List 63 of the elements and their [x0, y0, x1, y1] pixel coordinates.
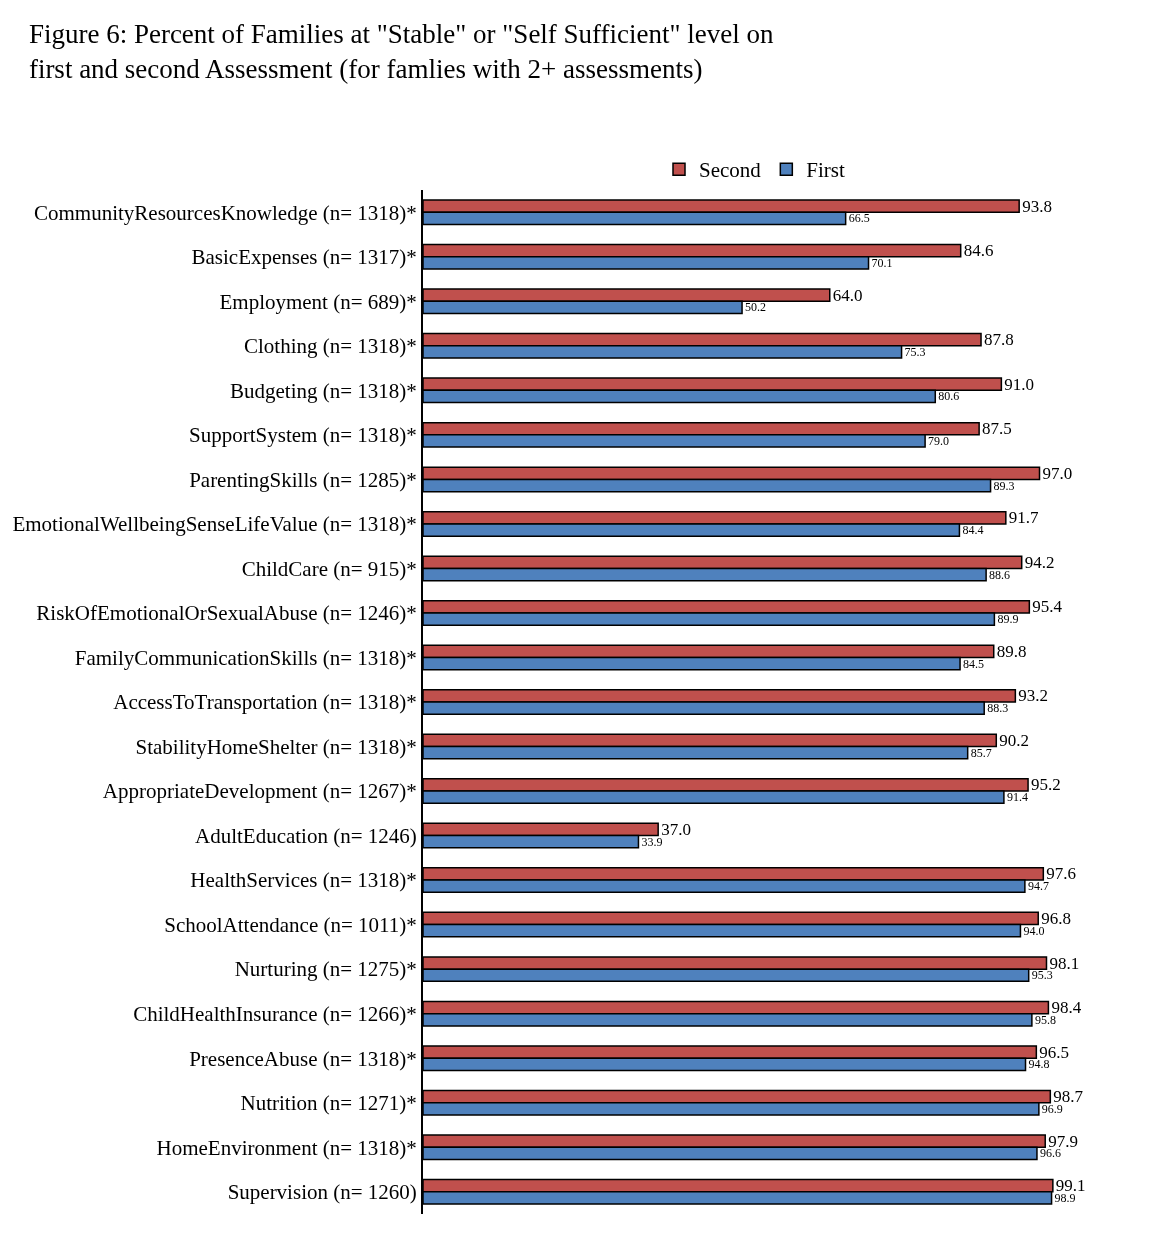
y-tick-label: Nutrition (n= 1271)*	[240, 1091, 417, 1116]
y-tick-label: FamilyCommunicationSkills (n= 1318)*	[74, 645, 417, 670]
y-tick-label: PresenceAbuse (n= 1318)*	[189, 1046, 417, 1071]
data-label: 79.0	[928, 433, 950, 448]
data-label: 33.9	[641, 834, 663, 849]
y-tick-label: BasicExpenses (n= 1317)*	[191, 245, 417, 270]
y-tick-label: CommunityResourcesKnowledge (n= 1318)*	[34, 200, 417, 225]
y-tick-label: AdultEducation (n= 1246)	[194, 823, 417, 848]
y-tick-label: AccessToTransportation (n= 1318)*	[113, 690, 417, 715]
data-label: 70.1	[871, 255, 893, 270]
data-label: 98.9	[1054, 1190, 1076, 1205]
data-label: 66.5	[848, 211, 870, 226]
y-tick-label: EmotionalWellbeingSenseLifeValue (n= 1318)*	[12, 512, 417, 537]
data-label: 89.9	[997, 612, 1019, 627]
data-label: 91.4	[1006, 790, 1028, 805]
data-label: 95.8	[1034, 1012, 1056, 1027]
y-tick-label: ChildHealthInsurance (n= 1266)*	[133, 1002, 417, 1026]
data-label: 75.3	[904, 344, 926, 359]
y-tick-label: Nurturing (n= 1275)*	[234, 957, 417, 982]
data-label: 50.2	[745, 300, 767, 315]
y-tick-label: ChildCare (n= 915)*	[241, 556, 417, 581]
data-label: 85.7	[970, 745, 992, 760]
data-label: 94.8	[1028, 1057, 1050, 1072]
legend-label: Second	[699, 158, 762, 183]
data-label: 90.2	[999, 730, 1030, 750]
data-label: 89.3	[993, 478, 1015, 493]
data-label: 93.2	[1018, 686, 1049, 706]
y-tick-label: Clothing (n= 1318)*	[243, 334, 417, 359]
data-label: 95.2	[1031, 775, 1061, 795]
y-tick-label: Supervision (n= 1260)	[227, 1180, 417, 1205]
y-tick-label: Budgeting (n= 1318)*	[229, 378, 417, 403]
data-label: 88.3	[987, 701, 1009, 716]
data-label: 95.4	[1032, 597, 1063, 617]
data-label: 84.5	[963, 656, 985, 671]
data-label: 97.0	[1042, 463, 1073, 483]
data-label: 89.8	[996, 641, 1027, 661]
data-label: 64.0	[832, 285, 863, 305]
chart-title: Figure 6: Percent of Families at "Stable" or "Self Sufficient" level on first and second Assessment (for famlies with 2+ assessments)	[28, 19, 775, 85]
y-tick-label: SchoolAttendance (n= 1011)*	[164, 912, 417, 937]
data-label: 95.3	[1031, 968, 1053, 983]
data-label: 87.8	[984, 330, 1014, 350]
legend-label: First	[806, 158, 845, 183]
data-label: 96.6	[1039, 1146, 1061, 1161]
data-label: 91.0	[1004, 374, 1035, 394]
y-tick-label: ParentingSkills (n= 1285)*	[189, 467, 417, 492]
data-label: 37.0	[661, 819, 691, 839]
data-label: 88.6	[989, 567, 1011, 582]
y-tick-label: StabilityHomeShelter (n= 1318)*	[135, 734, 417, 759]
data-label: 93.8	[1022, 196, 1052, 216]
y-tick-label: HomeEnvironment (n= 1318)*	[156, 1135, 417, 1160]
data-label: 91.7	[1008, 508, 1040, 528]
data-label: 80.6	[938, 389, 960, 404]
y-tick-label: HealthServices (n= 1318)*	[190, 868, 417, 893]
data-label: 84.4	[962, 523, 984, 538]
data-label: 87.5	[982, 419, 1012, 439]
y-tick-label: SupportSystem (n= 1318)*	[189, 423, 417, 448]
data-label: 96.9	[1041, 1101, 1063, 1116]
y-tick-label: AppropriateDevelopment (n= 1267)*	[102, 779, 417, 804]
data-label: 94.7	[1027, 879, 1049, 894]
data-label: 94.2	[1024, 552, 1055, 572]
data-label: 84.6	[963, 241, 994, 261]
y-tick-label: Employment (n= 689)*	[219, 289, 417, 314]
y-tick-label: RiskOfEmotionalOrSexualAbuse (n= 1246)*	[36, 601, 417, 626]
